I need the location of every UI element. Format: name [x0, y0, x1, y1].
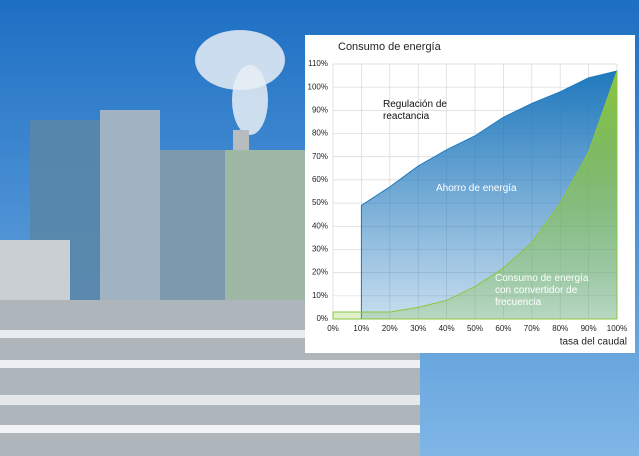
y-tick-label: 110%: [308, 59, 328, 68]
x-tick-label: 60%: [495, 324, 511, 333]
y-tick-label: 20%: [312, 268, 328, 277]
y-tick-label: 100%: [308, 82, 328, 91]
annotation: Regulación de reactancia: [383, 99, 447, 122]
y-tick-label: 60%: [312, 175, 328, 184]
x-tick-label: 20%: [382, 324, 398, 333]
y-tick-label: 70%: [312, 152, 328, 161]
x-tick-label: 0%: [327, 324, 339, 333]
x-tick-label: 80%: [552, 324, 568, 333]
x-tick-label: 10%: [353, 324, 369, 333]
x-tick-label: 100%: [607, 324, 627, 333]
x-tick-label: 50%: [467, 324, 483, 333]
chart-title: Consumo de energía: [338, 41, 442, 53]
x-tick-label: 70%: [524, 324, 540, 333]
y-tick-label: 0%: [316, 314, 328, 323]
annotation: Consumo de energía con convertidor de fr…: [495, 273, 589, 308]
y-tick-label: 50%: [312, 198, 328, 207]
y-tick-label: 40%: [312, 221, 328, 230]
y-tick-label: 90%: [312, 105, 328, 114]
x-tick-label: 40%: [439, 324, 455, 333]
annotation: Ahorro de energía: [436, 183, 517, 194]
x-axis-label: tasa del caudal: [560, 337, 627, 348]
y-tick-label: 10%: [312, 291, 328, 300]
y-tick-label: 30%: [312, 245, 328, 254]
area: [332, 70, 618, 320]
y-tick-label: 80%: [312, 129, 328, 138]
x-tick-label: 90%: [581, 324, 597, 333]
x-tick-label: 30%: [410, 324, 426, 333]
